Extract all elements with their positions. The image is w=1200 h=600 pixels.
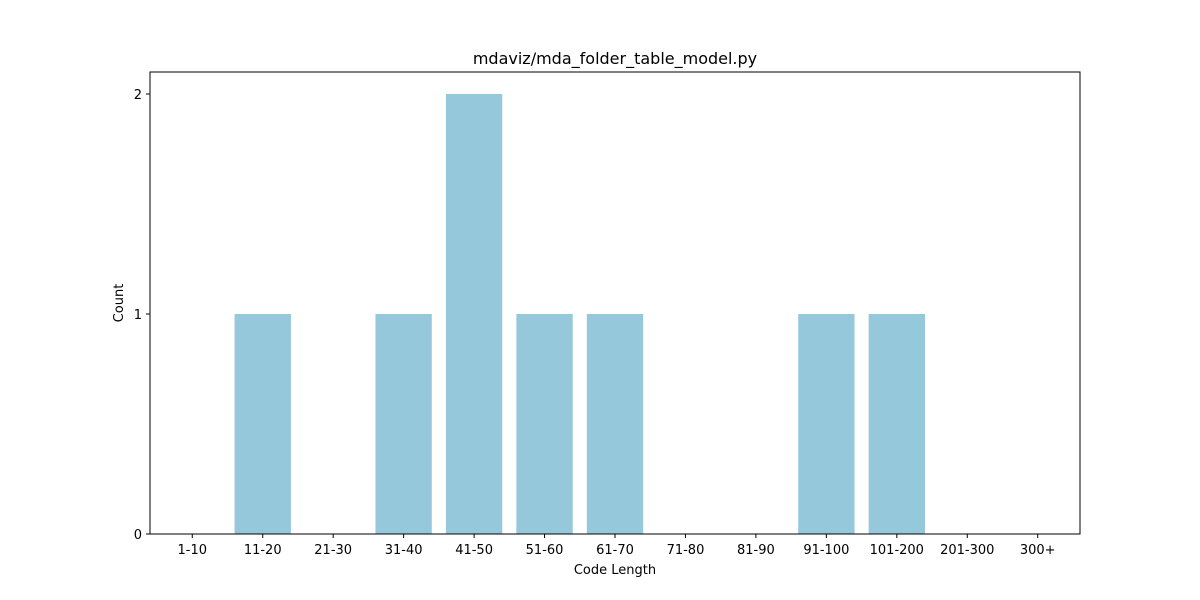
bar-91-100 <box>798 314 855 534</box>
x-tick-label: 71-80 <box>667 543 705 558</box>
y-tick-label: 0 <box>134 528 142 543</box>
x-tick-label: 31-40 <box>385 543 423 558</box>
y-axis-ticks: 0 1 2 <box>134 88 150 543</box>
x-axis-ticks: 1-10 11-20 21-30 31-40 41-50 51-60 61-70 71-80 8… <box>178 534 1056 558</box>
y-axis-label: Count <box>112 284 127 323</box>
x-tick-label: 201-300 <box>940 543 994 558</box>
x-tick-label: 61-70 <box>596 543 634 558</box>
x-tick-label: 51-60 <box>526 543 564 558</box>
bar-41-50 <box>445 94 503 534</box>
x-tick-label: 81-90 <box>737 543 775 558</box>
bar-61-70 <box>586 314 644 534</box>
chart-title: mdaviz/mda_folder_table_model.py <box>473 49 757 69</box>
y-tick-label: 2 <box>134 88 142 103</box>
bar-11-20 <box>234 314 291 534</box>
x-tick-label: 11-20 <box>244 543 282 558</box>
x-tick-label: 101-200 <box>870 543 924 558</box>
x-tick-label: 300+ <box>1020 543 1056 558</box>
bar-51-60 <box>516 314 573 534</box>
bar-31-40 <box>375 314 432 534</box>
plot-frame <box>149 71 1081 535</box>
x-tick-label: 21-30 <box>314 543 352 558</box>
y-tick-label: 1 <box>134 308 142 323</box>
x-axis-label: Code Length <box>574 563 656 578</box>
x-tick-label: 41-50 <box>455 543 493 558</box>
x-tick-label: 1-10 <box>178 543 208 558</box>
bar-101-200 <box>868 314 925 534</box>
bars-group <box>234 94 925 534</box>
x-tick-label: 91-100 <box>803 543 849 558</box>
